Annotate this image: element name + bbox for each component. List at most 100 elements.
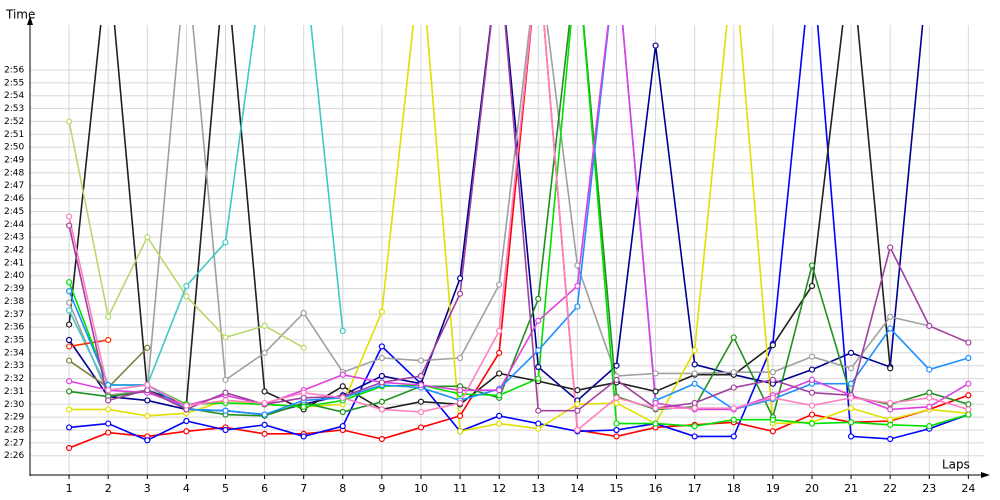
data-point [417, 372, 425, 380]
data-point [691, 433, 698, 440]
data-point [613, 426, 620, 434]
data-point [300, 309, 307, 317]
data-point [965, 339, 972, 346]
data-point [535, 407, 542, 414]
data-point [574, 262, 581, 269]
x-tick-label: 22 [883, 482, 897, 495]
data-point [378, 308, 385, 315]
data-point [456, 275, 464, 282]
data-point [769, 428, 776, 435]
data-point [456, 412, 464, 419]
data-point [105, 381, 112, 389]
data-point [105, 406, 112, 413]
data-point [965, 411, 972, 418]
data-point [926, 394, 933, 401]
data-point [730, 369, 737, 376]
data-point [808, 376, 816, 383]
data-point [691, 347, 698, 354]
data-point [222, 239, 229, 246]
data-point [652, 420, 659, 427]
data-point [847, 405, 855, 412]
x-tick-label: 7 [300, 482, 307, 495]
data-point [613, 433, 620, 440]
data-point [456, 354, 464, 362]
data-point [613, 362, 620, 369]
x-tick-label: 14 [570, 482, 584, 495]
data-point [535, 425, 542, 432]
data-point [926, 403, 933, 410]
x-tick-label: 11 [453, 482, 467, 495]
data-point [65, 222, 73, 229]
data-point [613, 420, 620, 427]
data-point [378, 398, 385, 405]
data-point [965, 401, 972, 408]
data-point [847, 349, 855, 356]
data-point [65, 118, 73, 125]
y-tick-label: 2:31 [4, 387, 24, 397]
series-line [68, 25, 969, 432]
data-point [300, 403, 307, 410]
data-point [887, 416, 894, 423]
data-point [222, 376, 229, 383]
data-point [730, 405, 737, 412]
data-point [378, 435, 385, 443]
y-tick-label: 2:52 [4, 117, 24, 127]
series-line [69, 25, 969, 442]
x-tick-label: 2 [105, 482, 112, 495]
data-point [105, 420, 112, 427]
data-point [535, 347, 542, 354]
data-point [887, 365, 894, 372]
y-tick-label: 2:27 [4, 438, 24, 448]
data-point [105, 429, 112, 436]
data-point [926, 389, 933, 396]
y-tick-label: 2:30 [4, 400, 24, 410]
y-tick-label: 2:53 [4, 104, 24, 114]
y-tick-label: 2:33 [4, 361, 24, 371]
x-tick-label: 19 [766, 482, 780, 495]
data-point [417, 381, 425, 389]
data-point [496, 392, 503, 399]
data-point [769, 369, 776, 376]
data-point [574, 303, 581, 310]
data-point [144, 234, 151, 241]
y-tick-label: 2:45 [4, 207, 24, 217]
data-point [261, 399, 268, 407]
data-point [496, 370, 503, 377]
data-point [652, 388, 659, 395]
data-point [456, 399, 464, 407]
data-point [261, 411, 268, 418]
x-tick-label: 17 [688, 482, 702, 495]
data-point [222, 426, 229, 434]
y-tick-label: 2:44 [4, 220, 24, 230]
data-point [574, 282, 581, 290]
data-point [887, 421, 894, 428]
data-point [456, 387, 464, 394]
data-point [769, 416, 776, 423]
data-point [730, 433, 737, 440]
data-point [613, 394, 620, 401]
y-tick-label: 2:49 [4, 156, 24, 166]
data-point [65, 388, 73, 395]
data-point [65, 444, 73, 452]
y-tick-label: 2:39 [4, 284, 24, 294]
data-point [730, 384, 737, 391]
data-point [300, 344, 307, 351]
data-point [65, 336, 73, 344]
series-line [68, 25, 969, 411]
y-axis-label: Time [5, 8, 35, 22]
data-point [339, 371, 346, 378]
data-point [417, 424, 425, 431]
data-point [652, 399, 659, 407]
x-tick-label: 18 [727, 482, 741, 495]
data-point [417, 357, 425, 364]
series-line [68, 25, 969, 416]
data-point [105, 387, 112, 394]
data-point [535, 295, 542, 302]
data-point [496, 412, 503, 419]
x-tick-label: 20 [805, 482, 819, 495]
data-point [965, 406, 972, 413]
data-point [339, 394, 346, 401]
data-point [65, 424, 73, 431]
data-point [887, 313, 894, 320]
